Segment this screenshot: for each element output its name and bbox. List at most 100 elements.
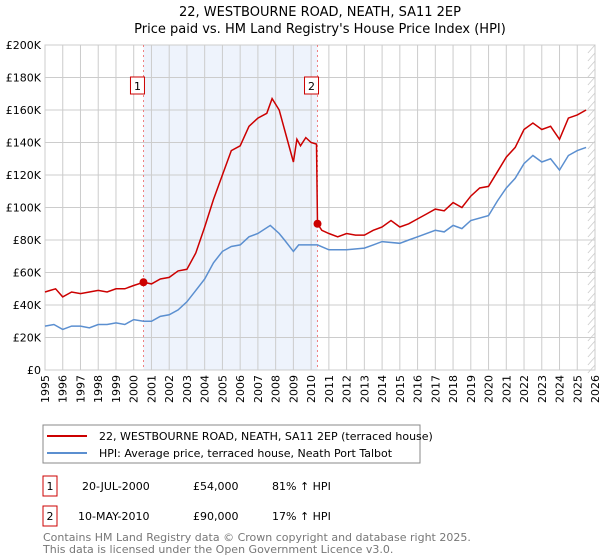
x-tick-label: 2009 <box>287 375 300 403</box>
forecast-hatch <box>587 244 596 254</box>
x-tick-label: 2007 <box>252 375 265 403</box>
transaction-date: 20-JUL-2000 <box>82 480 150 493</box>
legend <box>42 424 421 464</box>
forecast-hatch <box>587 172 596 182</box>
forecast-hatch <box>587 196 596 206</box>
chart-title: 22, WESTBOURNE ROAD, NEATH, SA11 2EP <box>179 5 461 20</box>
x-tick-label: 2008 <box>270 375 283 403</box>
forecast-hatch <box>587 76 596 86</box>
x-tick-label: 2021 <box>500 375 513 403</box>
x-tick-label: 2013 <box>358 375 371 403</box>
x-tick-label: 2022 <box>518 375 531 403</box>
x-tick-label: 1997 <box>74 375 87 403</box>
forecast-hatch <box>587 212 596 222</box>
forecast-hatch <box>587 228 596 238</box>
x-tick-label: 2002 <box>163 375 176 403</box>
y-tick-label: £120K <box>6 169 42 182</box>
x-tick-label: 2023 <box>536 375 549 403</box>
transaction-label: 2 <box>308 80 315 93</box>
legend-label-hpi: HPI: Average price, terraced house, Neat… <box>99 447 393 460</box>
forecast-hatch <box>587 44 596 54</box>
y-tick-label: £160K <box>6 104 42 117</box>
property-price-line <box>44 96 587 298</box>
forecast-hatch <box>587 60 596 70</box>
forecast-hatch <box>587 164 596 174</box>
x-tick-label: 1995 <box>39 375 52 403</box>
forecast-hatch <box>587 68 596 78</box>
forecast-hatch <box>587 348 596 358</box>
forecast-hatch <box>587 180 596 190</box>
x-tick-label: 2000 <box>128 375 141 403</box>
x-tick-label: 2017 <box>429 375 442 403</box>
transaction-hpi: 17% ↑ HPI <box>272 510 331 523</box>
forecast-hatch <box>587 252 596 262</box>
forecast-hatch <box>587 116 596 126</box>
forecast-hatch <box>587 148 596 158</box>
x-tick-label: 2025 <box>571 375 584 403</box>
transaction-label: 1 <box>134 80 141 93</box>
y-tick-label: £0 <box>27 364 41 377</box>
forecast-hatch <box>587 260 596 270</box>
chart-subtitle: Price paid vs. HM Land Registry's House … <box>134 22 506 37</box>
x-tick-label: 2024 <box>554 375 567 403</box>
x-tick-label: 2005 <box>216 375 229 403</box>
x-tick-label: 1999 <box>110 375 123 403</box>
x-tick-label: 2026 <box>589 375 600 403</box>
forecast-hatch <box>587 220 596 230</box>
transaction-price: £90,000 <box>193 510 239 523</box>
forecast-hatch <box>587 84 596 94</box>
transaction-marker <box>139 278 148 287</box>
forecast-hatch <box>587 324 596 334</box>
footer-line-2: This data is licensed under the Open Gov… <box>42 543 393 556</box>
hpi-line <box>44 146 587 331</box>
x-tick-label: 2006 <box>234 375 247 403</box>
plot-border <box>44 44 596 371</box>
transaction-row: 2 10-MAY-2010 £90,000 17% ↑ HPI <box>42 505 331 527</box>
forecast-hatch <box>587 132 596 142</box>
forecast-hatch <box>587 340 596 350</box>
transaction-badge <box>42 475 58 497</box>
x-tick-label: 2020 <box>483 375 496 403</box>
x-tick-label: 1998 <box>92 375 105 403</box>
y-tick-label: £20K <box>13 332 42 345</box>
transaction-hpi: 81% ↑ HPI <box>272 480 331 493</box>
transaction-label-box <box>304 76 320 95</box>
x-tick-label: 2016 <box>412 375 425 403</box>
x-tick-label: 2004 <box>199 375 212 403</box>
y-tick-label: £100K <box>6 202 42 215</box>
transaction-num: 1 <box>47 480 54 493</box>
forecast-hatch <box>587 364 596 374</box>
forecast-hatch <box>587 308 596 318</box>
forecast-hatch <box>587 52 596 62</box>
x-tick-label: 2011 <box>323 375 336 403</box>
legend-label-property: 22, WESTBOURNE ROAD, NEATH, SA11 2EP (te… <box>99 430 433 443</box>
forecast-hatch <box>587 284 596 294</box>
y-tick-label: £40K <box>13 299 42 312</box>
forecast-hatch <box>587 124 596 134</box>
x-tick-label: 1996 <box>57 375 70 403</box>
transaction-date: 10-MAY-2010 <box>78 510 150 523</box>
x-tick-label: 2018 <box>447 375 460 403</box>
forecast-hatch <box>587 276 596 286</box>
transaction-marker <box>313 219 322 228</box>
forecast-hatch <box>587 316 596 326</box>
x-tick-label: 2012 <box>341 375 354 403</box>
x-tick-label: 2014 <box>376 375 389 403</box>
x-tick-label: 2019 <box>465 375 478 403</box>
forecast-hatch <box>587 204 596 214</box>
x-tick-label: 2010 <box>305 375 318 403</box>
forecast-hatch <box>587 156 596 166</box>
transaction-badge <box>42 505 58 527</box>
x-tick-label: 2001 <box>145 375 158 403</box>
y-tick-label: £140K <box>6 137 42 150</box>
x-tick-label: 2003 <box>181 375 194 403</box>
forecast-hatch <box>587 356 596 366</box>
transaction-row: 1 20-JUL-2000 £54,000 81% ↑ HPI <box>42 475 331 497</box>
x-tick-label: 2015 <box>394 375 407 403</box>
y-tick-label: £180K <box>6 72 42 85</box>
forecast-hatch <box>587 292 596 302</box>
forecast-hatch <box>587 92 596 102</box>
y-tick-label: £80K <box>13 234 42 247</box>
